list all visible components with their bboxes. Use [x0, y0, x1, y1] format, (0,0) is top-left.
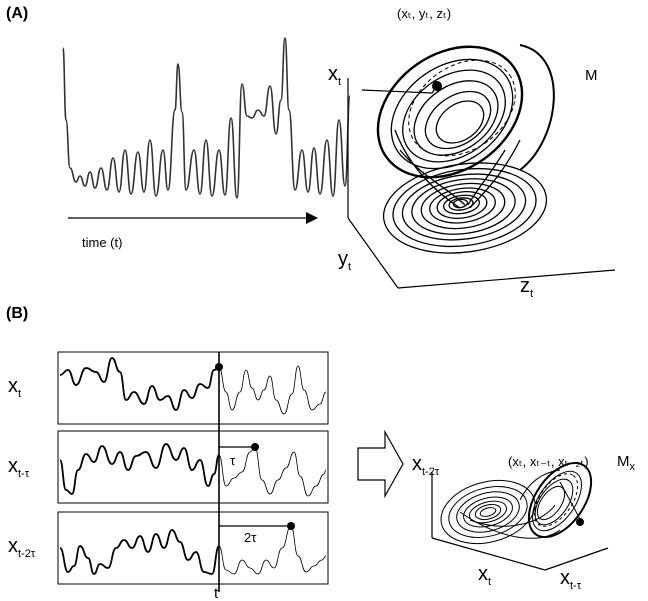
reconstruction-arrow	[357, 429, 404, 499]
panel-b-label: (B)	[6, 305, 28, 322]
series-xt-tau-future	[218, 446, 327, 497]
time-marker-label: t	[214, 585, 219, 601]
state-point-connector-b	[559, 481, 581, 520]
state-point-label-a: (xₜ, yₜ, zₜ)	[397, 6, 451, 21]
row-label-xt-2tau: xt-2τ	[8, 535, 36, 560]
series-box-xt-tau	[57, 430, 329, 504]
axes-3d-a	[347, 78, 616, 289]
axes-3d-b	[431, 472, 609, 571]
series-xt-2tau-past	[59, 529, 220, 575]
manifold-label-m: M	[585, 67, 598, 84]
manifold-label-mx: Mx	[617, 453, 636, 473]
lag-2tau-label: 2τ	[244, 530, 257, 545]
series-xt-future	[218, 365, 327, 415]
axis-label-zt: zt	[520, 275, 533, 300]
state-point-a	[432, 81, 442, 91]
axis-label-recon-xt: xt	[478, 563, 491, 588]
series-xt-tau-past	[59, 443, 220, 495]
axis-label-yt: yt	[338, 248, 351, 273]
series-box-xt-2tau	[57, 511, 329, 585]
point-xt	[215, 363, 223, 371]
reconstructed-attractor-mx	[440, 461, 593, 545]
row-label-xt: xt	[8, 375, 21, 400]
point-xt-2tau	[287, 522, 295, 530]
axis-label-xt: xt	[328, 63, 341, 88]
point-xt-tau	[251, 443, 259, 451]
time-series-x	[62, 37, 351, 199]
state-point-label-b: (xₜ, xₜ₋ₜ, xₜ₋₂ₜ)	[508, 454, 589, 469]
lorenz-attractor-a	[376, 44, 555, 254]
time-axis-label: time (t)	[82, 235, 122, 250]
axis-label-xt-2tau: xt-2τ	[412, 453, 440, 478]
lag-tau-label: τ	[230, 453, 236, 468]
series-xt-past	[59, 357, 220, 411]
series-box-xt	[57, 351, 329, 425]
time-arrowhead	[306, 212, 318, 224]
series-xt-2tau-future	[218, 525, 327, 575]
panel-a-label: (A)	[6, 5, 28, 22]
state-point-b	[576, 518, 584, 526]
row-label-xt-tau: xt-τ	[8, 455, 30, 480]
axis-label-recon-xt-tau: xt-τ	[560, 567, 582, 592]
